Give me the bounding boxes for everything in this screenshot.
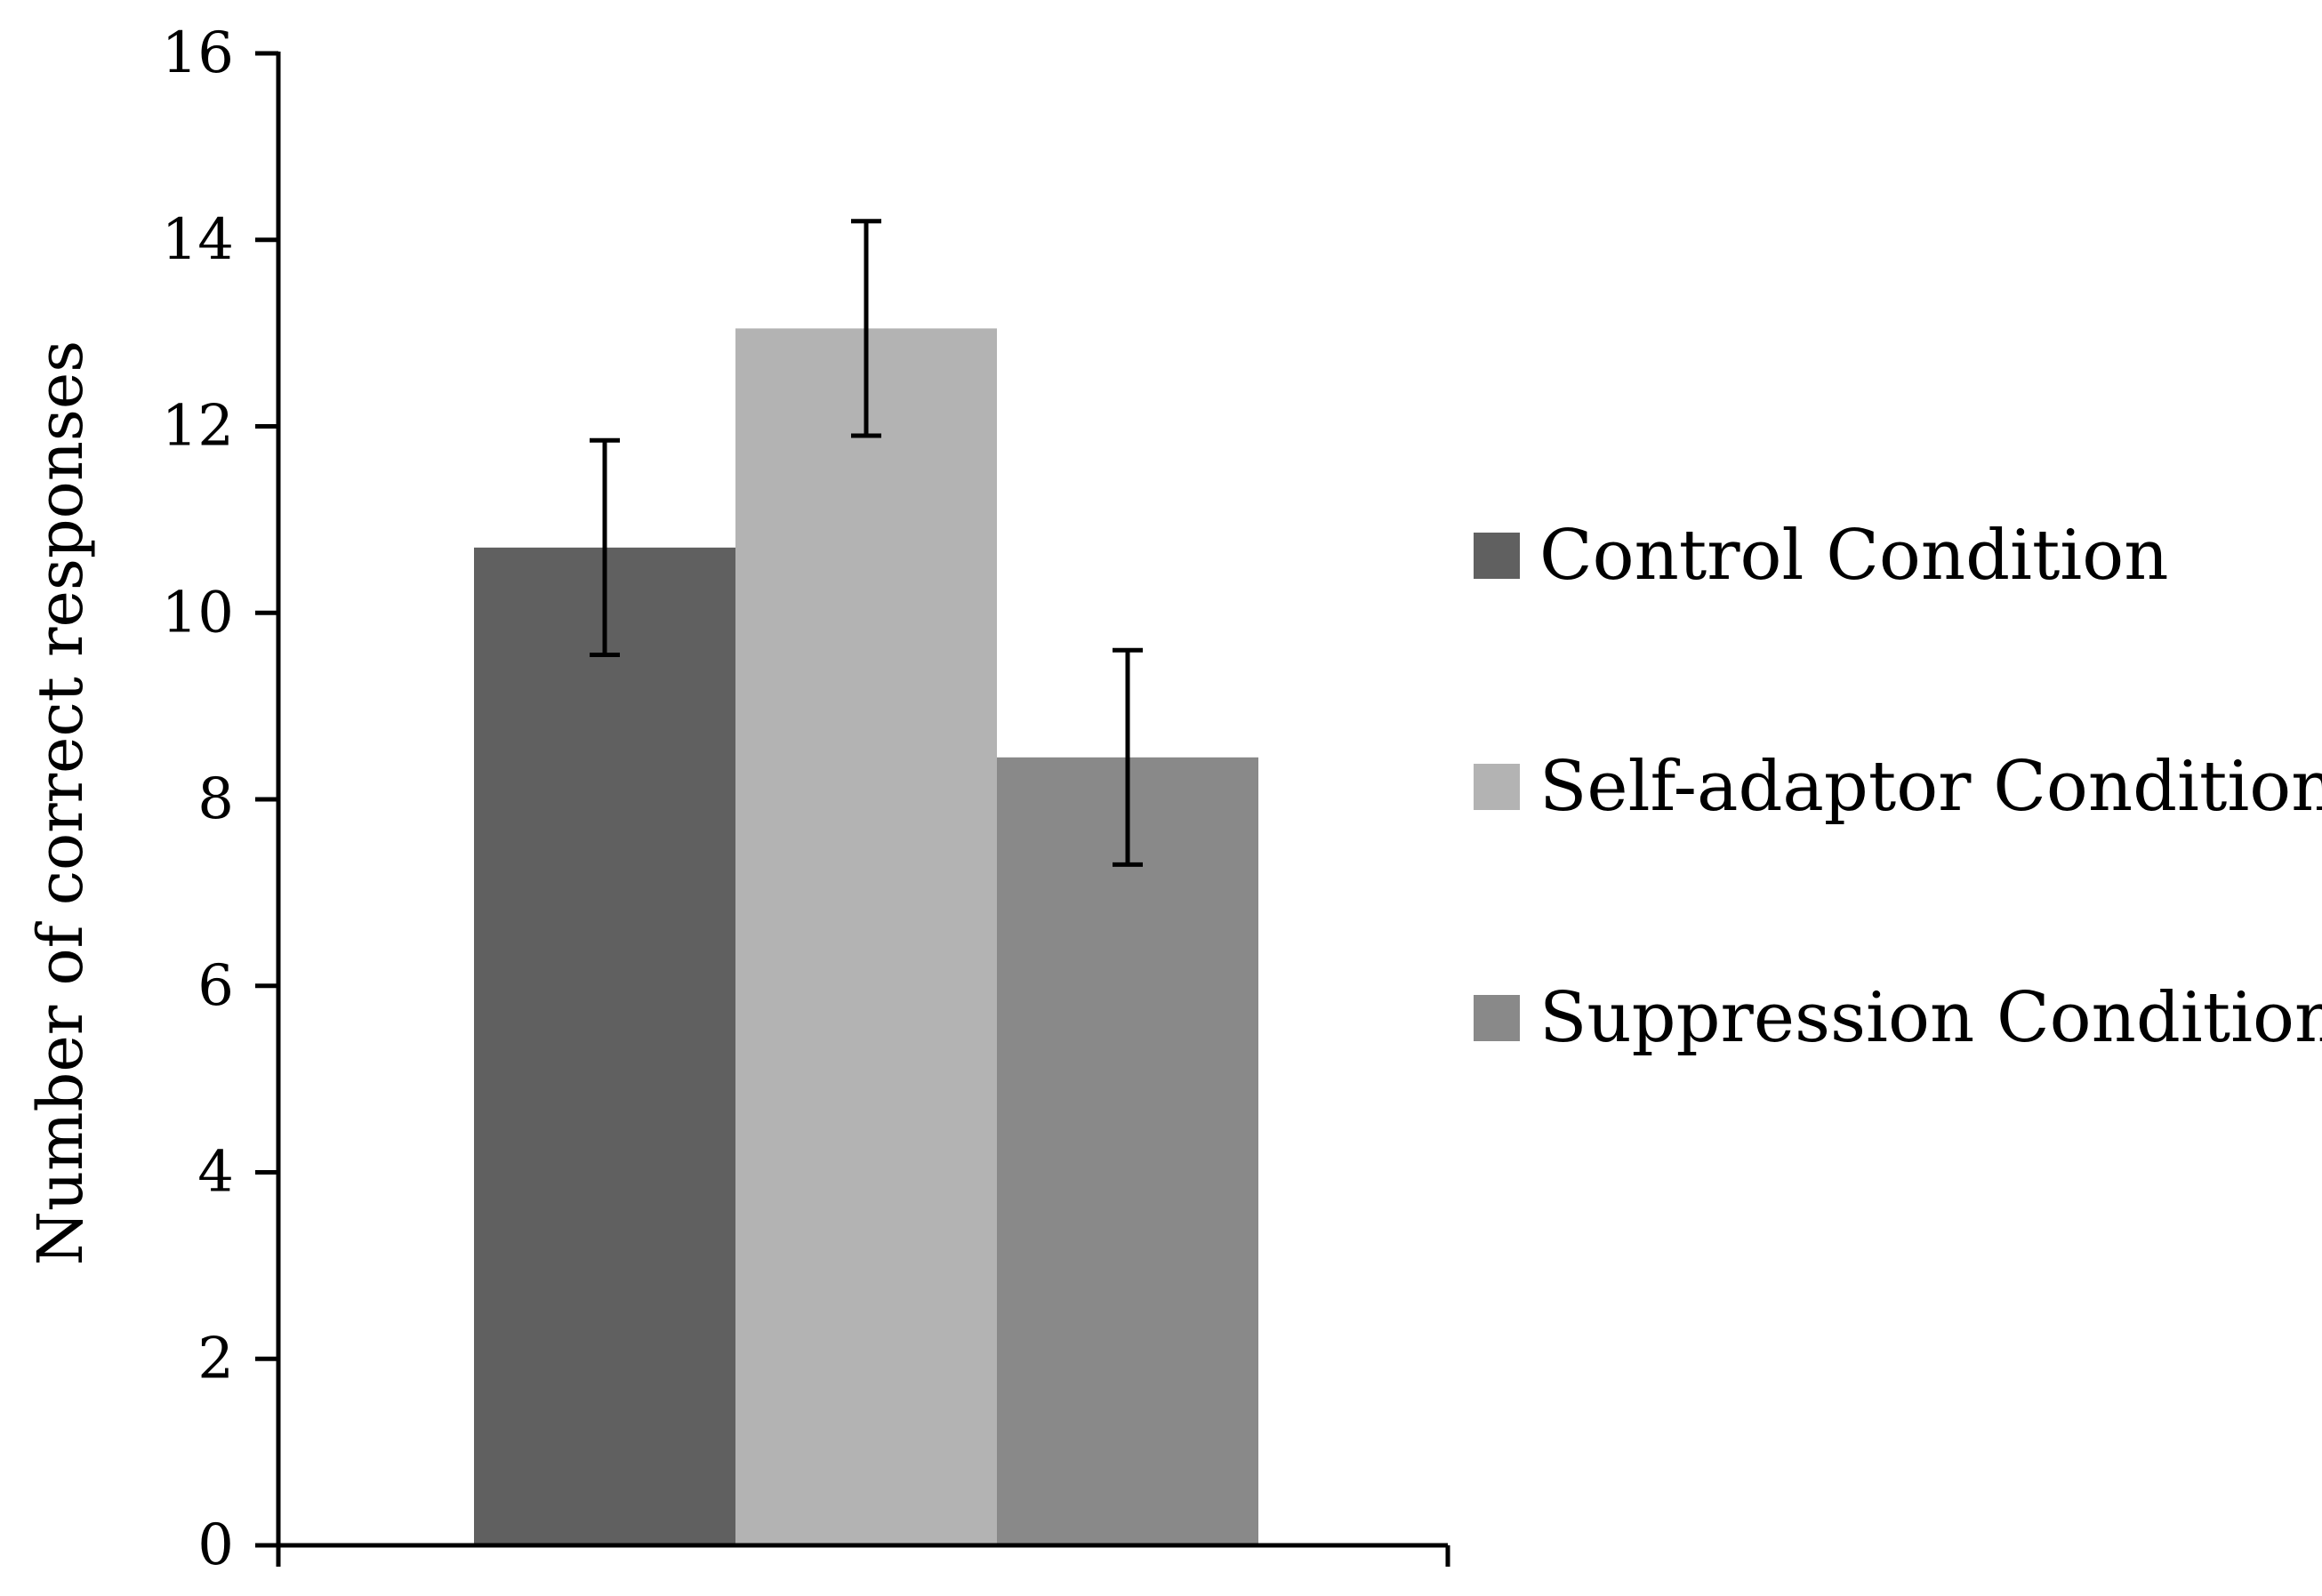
legend-swatch	[1474, 995, 1520, 1041]
legend-swatch	[1474, 533, 1520, 579]
axes	[276, 52, 1450, 1567]
y-tick-label: 16	[162, 20, 234, 86]
legend-label: Suppression Condition	[1539, 978, 2322, 1058]
bars	[474, 328, 1258, 1546]
y-tick-label: 2	[197, 1326, 234, 1391]
legend-label: Self-adaptor Condition	[1539, 747, 2322, 827]
bar-self-adaptor-condition	[735, 328, 997, 1546]
y-tick-label: 12	[162, 394, 234, 460]
bar-control-condition	[474, 547, 735, 1545]
y-tick-label: 8	[197, 766, 234, 832]
error-bars	[590, 219, 1143, 867]
legend-swatch	[1474, 764, 1520, 810]
bar-suppression-condition	[997, 757, 1258, 1545]
legend: Control Condition Self-adaptor Condition S…	[1474, 516, 2322, 1058]
y-tick-label: 0	[197, 1512, 234, 1578]
y-tick-label: 6	[197, 953, 234, 1019]
y-axis-title: Number of correct responses	[24, 341, 97, 1265]
y-axis-ticks: 0 2 4 6 8 10 12 14 16	[162, 20, 278, 1578]
y-tick-label: 14	[162, 207, 234, 273]
y-tick-label: 10	[162, 580, 234, 646]
legend-label: Control Condition	[1539, 516, 2168, 596]
y-tick-label: 4	[197, 1140, 234, 1206]
